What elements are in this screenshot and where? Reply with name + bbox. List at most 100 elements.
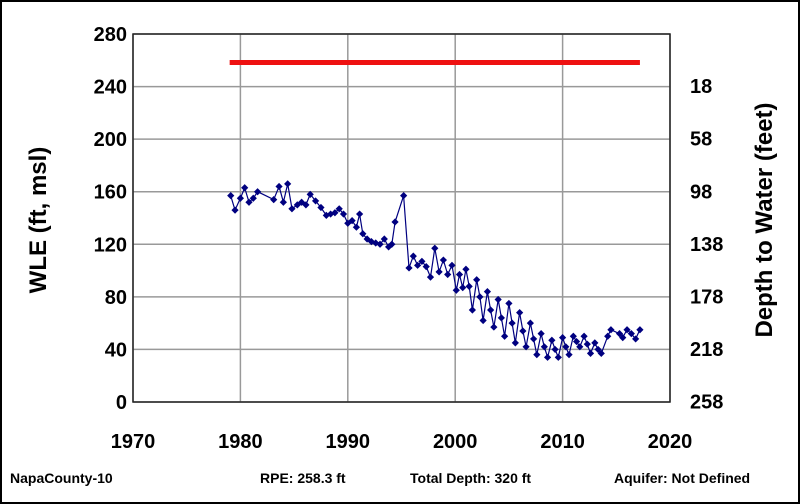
data-point — [490, 323, 498, 331]
data-point — [562, 343, 570, 351]
y-left-tick-label: 40 — [105, 339, 127, 361]
data-point — [559, 334, 567, 342]
data-point — [348, 217, 356, 225]
y-left-tick-label: 200 — [94, 129, 127, 151]
data-point — [501, 332, 509, 340]
data-point — [306, 190, 314, 198]
data-point — [636, 326, 644, 334]
data-point — [483, 288, 492, 296]
data-point — [551, 345, 559, 354]
data-point — [275, 182, 283, 191]
data-point — [317, 203, 325, 212]
data-point — [376, 240, 384, 248]
data-point — [388, 240, 396, 248]
data-point — [245, 198, 253, 206]
data-point — [540, 343, 548, 351]
data-point — [431, 244, 439, 252]
data-point — [548, 336, 556, 344]
data-point — [530, 335, 538, 343]
x-tick-label: 2020 — [648, 431, 693, 453]
data-point — [487, 306, 495, 314]
data-point — [476, 293, 484, 301]
data-point — [288, 205, 296, 213]
y-axis-left-label: WLE (ft, msl) — [25, 147, 52, 294]
data-point — [607, 326, 615, 334]
data-point — [632, 335, 640, 343]
data-point — [537, 330, 545, 338]
data-point — [565, 351, 573, 359]
footer-total-depth: Total Depth: 320 ft — [410, 470, 532, 486]
data-point — [444, 270, 452, 279]
y-left-tick-label: 240 — [94, 77, 127, 99]
data-point — [586, 349, 595, 357]
data-point — [465, 282, 473, 290]
data-point — [494, 295, 502, 304]
data-point — [497, 314, 505, 322]
data-point — [293, 201, 301, 209]
data-point — [479, 316, 487, 325]
data-point — [508, 319, 516, 327]
data-point — [363, 235, 371, 243]
data-point — [335, 205, 343, 213]
data-point — [227, 192, 235, 200]
x-tick-label: 2000 — [433, 431, 478, 453]
y-right-tick-label: 178 — [690, 286, 723, 308]
y-right-tick-label: 218 — [690, 339, 723, 361]
x-tick-label: 2010 — [540, 431, 585, 453]
data-point — [569, 332, 577, 340]
x-tick-label: 1980 — [218, 431, 263, 453]
data-point — [391, 218, 399, 226]
y-right-tick-label: 138 — [690, 234, 723, 256]
data-point — [231, 206, 239, 214]
data-point — [311, 197, 320, 205]
data-point — [327, 210, 335, 218]
data-point — [623, 326, 631, 334]
data-point — [367, 238, 376, 246]
data-point — [576, 343, 584, 351]
data-point — [236, 194, 244, 202]
data-point — [405, 264, 413, 272]
data-point — [435, 268, 443, 276]
plot-area-border — [132, 33, 671, 403]
data-point — [526, 319, 534, 327]
data-point — [418, 257, 426, 265]
footer-aquifer: Aquifer: Not Defined — [614, 470, 751, 486]
y-right-tick-label: 258 — [690, 392, 723, 414]
data-point — [331, 209, 339, 217]
tick-labels: 1970 1980 1990 2000 2010 2020 0 40 80 120 160 200 24… — [94, 24, 724, 453]
data-point — [452, 286, 460, 294]
data-point — [580, 332, 588, 340]
y-left-tick-label: 160 — [94, 182, 127, 204]
y-left-tick-label: 80 — [105, 287, 127, 309]
data-point — [339, 210, 348, 218]
data-point — [400, 192, 408, 200]
data-point — [409, 252, 417, 260]
data-point — [627, 330, 635, 338]
data-point — [604, 332, 612, 340]
y-left-tick-label: 0 — [116, 392, 127, 414]
data-point — [543, 353, 552, 361]
y-right-tick-label: 98 — [690, 181, 712, 203]
data-point — [462, 265, 470, 273]
data-point — [344, 219, 352, 227]
data-point — [583, 340, 591, 348]
footer-rpe: RPE: 258.3 ft — [260, 470, 346, 486]
data-point — [519, 327, 527, 335]
data-point — [619, 334, 627, 342]
data-point — [516, 309, 524, 317]
data-point — [302, 201, 310, 209]
data-point — [597, 349, 605, 357]
data-point — [439, 256, 447, 264]
data-point — [459, 284, 467, 292]
data-point — [422, 263, 430, 271]
data-point — [533, 351, 541, 359]
y-right-tick-label: 58 — [690, 129, 712, 151]
data-point — [448, 261, 456, 269]
data-point — [380, 235, 388, 243]
data-point — [284, 180, 292, 188]
data-point — [572, 337, 581, 346]
data-point — [468, 306, 476, 314]
data-point — [249, 194, 257, 202]
